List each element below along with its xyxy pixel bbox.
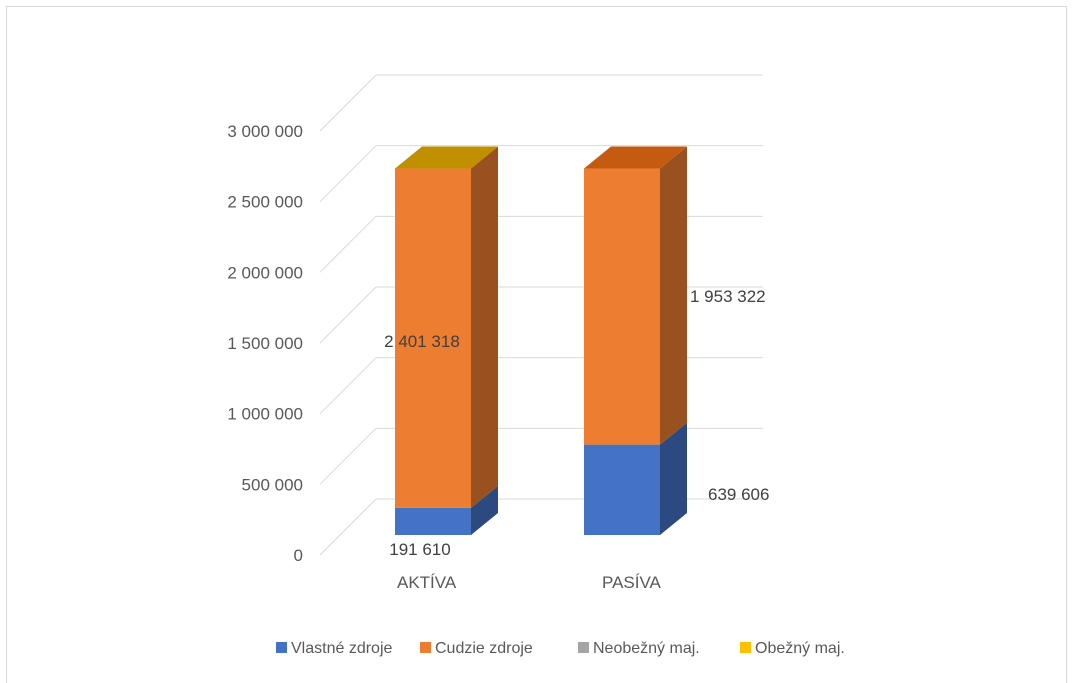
x-category-label: AKTÍVA <box>397 573 457 592</box>
y-tick-label: 1 500 000 <box>227 334 303 353</box>
legend-label: Cudzie zdroje <box>435 640 533 657</box>
bar-segment-front <box>395 168 471 508</box>
gridlines <box>319 74 763 556</box>
legend-swatch <box>740 642 751 653</box>
legend-label: Obežný maj. <box>755 640 845 657</box>
y-tick-label: 0 <box>294 546 303 565</box>
bar-top-cap <box>395 146 498 169</box>
bar-segment-side <box>471 146 498 508</box>
gridline-diagonal <box>319 427 377 485</box>
legend: Vlastné zdroje Cudzie zdroje Neobežný maj.… <box>276 640 845 657</box>
bar-segment-side <box>660 146 687 445</box>
bar-segment-front <box>584 444 660 535</box>
gridline-diagonal <box>319 286 377 344</box>
gridline-diagonal <box>319 215 377 273</box>
gridline-diagonal <box>319 145 377 203</box>
y-tick-label: 1 000 000 <box>227 405 303 424</box>
y-tick-label: 500 000 <box>242 475 303 494</box>
legend-swatch <box>578 642 589 653</box>
bar-segment-front <box>395 507 471 535</box>
chart-frame <box>6 6 1067 683</box>
x-category-label: PASÍVA <box>602 573 662 592</box>
gridline-diagonal <box>319 74 377 132</box>
bar-segment-side <box>471 485 498 535</box>
data-label: 639 606 <box>708 485 769 504</box>
bars <box>395 146 687 535</box>
gridline-diagonal <box>319 498 377 556</box>
y-tick-label: 2 000 000 <box>227 263 303 282</box>
data-label: 1 953 322 <box>690 287 766 306</box>
data-labels: 191 610 2 401 318 639 606 1 953 322 <box>384 287 769 559</box>
legend-swatch <box>276 642 287 653</box>
data-label: 2 401 318 <box>384 332 460 351</box>
y-tick-label: 3 000 000 <box>227 122 303 141</box>
data-label: 191 610 <box>389 540 450 559</box>
bar-segment-side <box>660 422 687 535</box>
y-axis-ticks: 0 500 000 1 000 000 1 500 000 2 000 000 2 500… <box>227 122 303 565</box>
gridline-diagonal <box>319 357 377 415</box>
x-axis-categories: AKTÍVA PASÍVA <box>397 573 662 592</box>
legend-swatch <box>420 642 431 653</box>
bar-segment-front <box>584 168 660 445</box>
y-tick-label: 2 500 000 <box>227 193 303 212</box>
legend-label: Vlastné zdroje <box>291 640 392 657</box>
legend-label: Neobežný maj. <box>593 640 700 657</box>
bar-top-cap <box>584 146 687 169</box>
